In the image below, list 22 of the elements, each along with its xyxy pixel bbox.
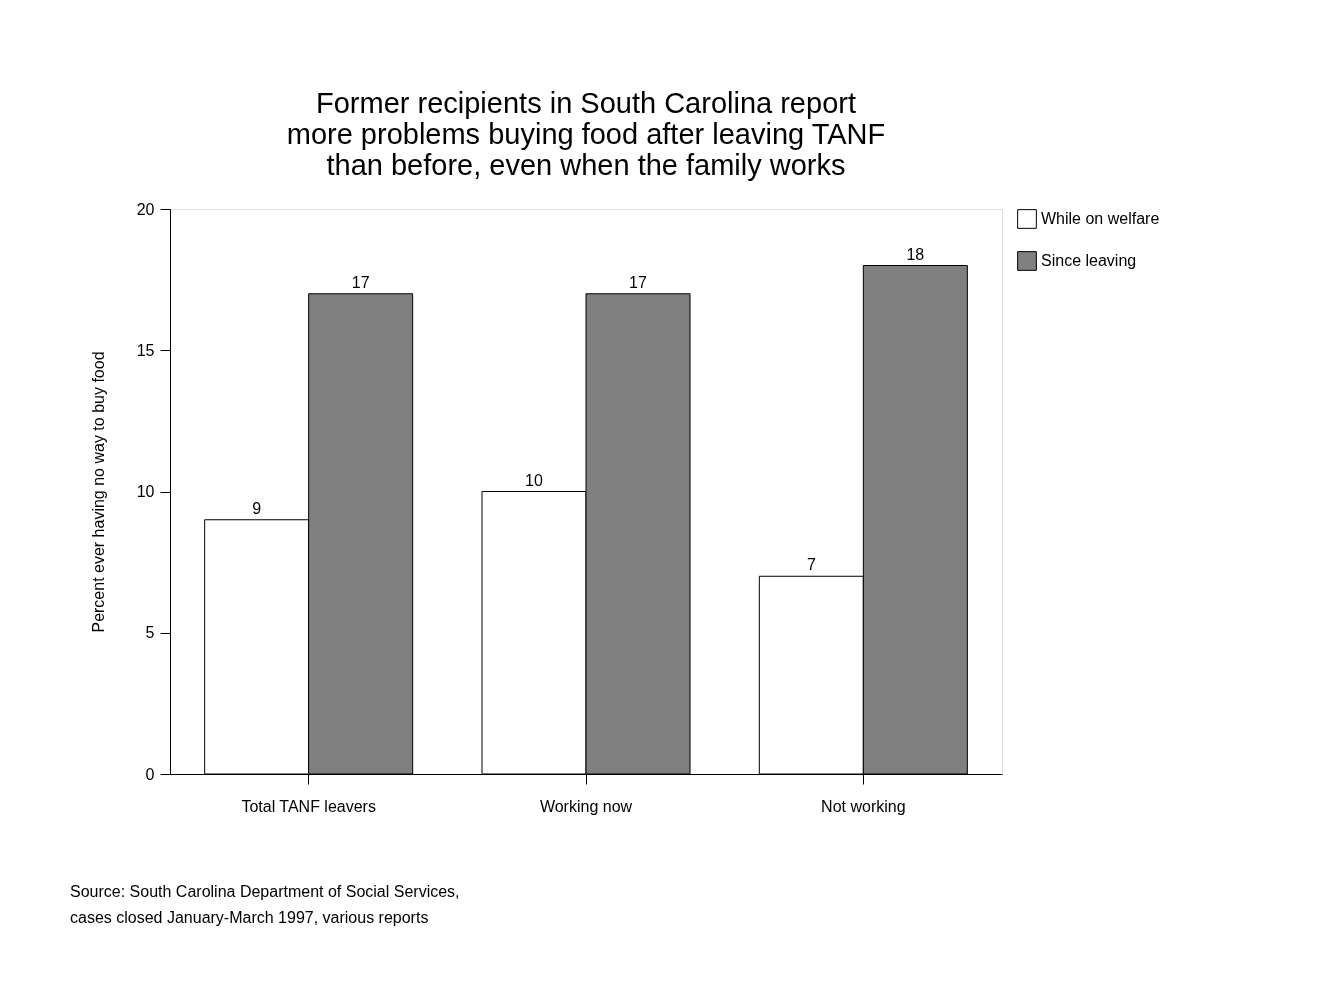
y-tick-label: 15 [136,341,155,359]
y-axis-title: Percent ever having no way to buy food [89,351,107,633]
legend-label: Since leaving [1041,252,1137,269]
text: more problems buying food after leaving TANF [286,118,886,150]
data-label: 9 [252,499,262,517]
text: Former recipients in South Carolina report [316,87,856,119]
data-label: 17 [629,273,647,291]
data-label: 10 [525,471,543,489]
data-label: 7 [806,556,816,574]
source-note: Source: South Carolina Department of Social Services, [70,883,460,900]
text: cases closed January-March 1997, various reports [70,909,429,926]
data-label: 17 [351,273,370,291]
y-tick-label: 10 [136,483,155,500]
legend-label: While on welfare [1041,210,1160,227]
x-tick-label: Total TANF leavers [241,797,376,815]
y-tick-label: 0 [145,765,155,783]
y-tick-label: 5 [145,624,155,642]
x-tick-label: Working now [539,797,633,815]
text: than before, even when the family works [326,149,846,181]
x-tick-label: Not working [821,797,906,815]
data-label: 18 [906,245,925,263]
y-tick-label: 20 [136,200,155,218]
